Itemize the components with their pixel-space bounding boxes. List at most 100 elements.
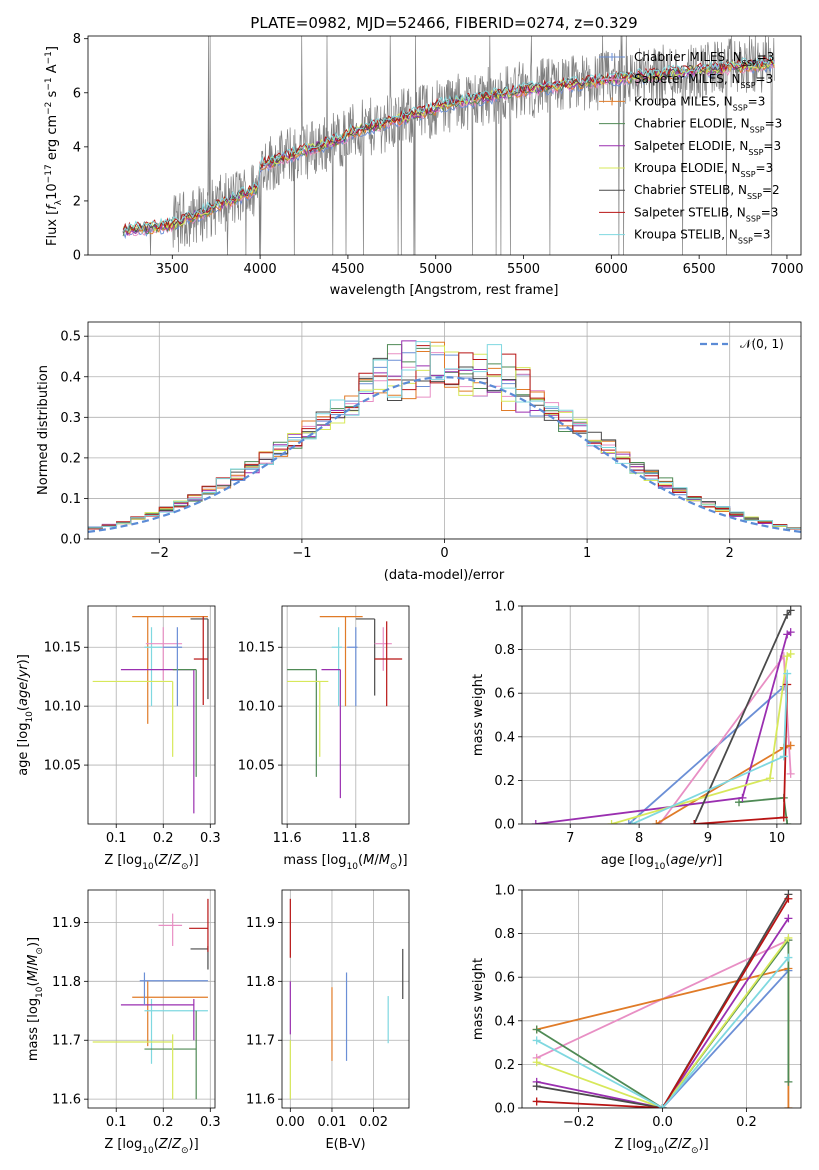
y-tick-label: 11.7	[52, 1034, 81, 1049]
y-axis-label: mass weight	[471, 958, 486, 1040]
weight-marker	[607, 820, 616, 824]
x-tick-label: 1	[583, 546, 591, 561]
axes-frame	[521, 605, 802, 825]
legend-label: Chabrier ELODIE, NSSP=3	[634, 117, 782, 135]
histogram-series	[88, 345, 801, 530]
weight-marker	[784, 914, 793, 923]
x-tick-label: 5000	[419, 262, 452, 277]
weight-marker	[784, 894, 793, 903]
weight-series	[611, 653, 792, 824]
plot-area	[282, 890, 409, 1108]
weight-marker	[690, 820, 699, 824]
x-tick-label: −0.2	[563, 1115, 595, 1130]
y-tick-label: 1.0	[494, 600, 515, 615]
weight-marker	[783, 820, 792, 824]
y-tick-label: 10.10	[44, 700, 81, 715]
weight-marker	[628, 820, 637, 824]
y-tick-label: 0.2	[494, 774, 515, 789]
x-tick-label: 7	[566, 831, 574, 846]
x-tick-label: 0.2	[153, 831, 174, 846]
x-tick-label: 0.02	[359, 1115, 388, 1130]
panel-mass_vs_Z: 0.1 0.2 0.3 11.6 11.7 11.8 11.9 Z [log10(Z/Z⊙)]…	[26, 889, 221, 1156]
y-tick-label: 10.15	[238, 641, 275, 656]
y-tick-label: 0.5	[60, 330, 81, 345]
x-tick-label: 0.2	[153, 1115, 174, 1130]
y-tick-label: 10.15	[44, 641, 81, 656]
panel-massweight_vs_age: 7 8 9 10 0.0 0.2 0.4 0.6 0.8 1.0 age [log10(age/yr…	[471, 600, 802, 872]
weight-series	[661, 970, 790, 1108]
weight-series	[536, 898, 790, 1108]
axes-frame	[87, 889, 216, 1109]
plot-area	[122, 36, 775, 255]
weight-marker	[624, 820, 633, 824]
axes-frame	[521, 889, 802, 1109]
plot-area	[282, 606, 409, 824]
weight-marker	[532, 1082, 541, 1091]
weight-marker	[784, 1104, 793, 1108]
weight-marker	[735, 798, 743, 807]
y-tick-label: 0.6	[494, 971, 515, 986]
x-tick-label: 0.01	[317, 1115, 346, 1130]
panel-massweight_vs_Z: −0.2 0.0 0.2 0.0 0.2 0.4 0.6 0.8 1.0 Z [log10(Z/Z…	[471, 884, 802, 1156]
weight-marker	[658, 1104, 667, 1108]
y-tick-label: 0.1	[60, 492, 81, 507]
axes-frame	[87, 605, 216, 825]
weight-marker	[766, 774, 774, 783]
legend-label: Kroupa MILES, NSSP=3	[634, 94, 765, 112]
legend-label: Salpeter STELIB, NSSP=3	[634, 205, 778, 223]
x-tick-label: 10	[769, 831, 786, 846]
plot-area	[88, 890, 215, 1108]
weight-series	[535, 631, 792, 824]
legend-label: Chabrier STELIB, NSSP=2	[634, 183, 780, 201]
y-tick-label: 0.0	[494, 818, 515, 833]
weight-marker	[532, 1058, 541, 1067]
legend-label: 𝒩(0, 1)	[740, 337, 784, 351]
y-tick-label: 0.2	[60, 451, 81, 466]
weight-marker	[531, 820, 540, 824]
figure-title: PLATE=0982, MJD=52466, FIBERID=0274, z=0…	[250, 14, 637, 32]
y-tick-label: 10.10	[238, 700, 275, 715]
x-tick-label: 6000	[595, 262, 628, 277]
x-tick-label: 0.0	[652, 1115, 673, 1130]
model-spectrum	[122, 59, 775, 235]
weight-marker	[784, 953, 793, 962]
x-tick-label: 2	[726, 546, 734, 561]
weight-marker	[532, 1097, 541, 1106]
model-spectrum	[122, 56, 775, 232]
y-tick-label: 8	[73, 32, 81, 47]
x-tick-label: −2	[150, 546, 169, 561]
weight-marker	[532, 1036, 541, 1045]
x-tick-label: 0.1	[106, 831, 127, 846]
weight-series	[628, 686, 785, 824]
weight-marker	[786, 606, 795, 615]
panel-age_vs_mass: 11.6 11.8 10.05 10.10 10.15 mass [log10(M/M⊙)…	[238, 605, 410, 872]
x-axis-label: Z [log10(Z/Z⊙)]	[104, 1137, 198, 1156]
legend-label: Salpeter ELODIE, NSSP=3	[634, 139, 781, 157]
x-tick-label: 4000	[244, 262, 277, 277]
y-tick-label: 0.0	[494, 1102, 515, 1117]
y-tick-label: 11.8	[246, 975, 275, 990]
x-tick-label: 3500	[156, 262, 189, 277]
y-tick-label: 11.9	[246, 916, 275, 931]
panel-age_vs_Z: 0.1 0.2 0.3 10.05 10.10 10.15 Z [log10(Z/Z⊙)] a…	[16, 605, 221, 872]
x-axis-label: mass [log10(M/M⊙)]	[283, 853, 407, 872]
y-tick-label: 11.8	[52, 975, 81, 990]
axes-frame	[281, 889, 410, 1109]
weight-series	[693, 609, 792, 824]
y-tick-label: 0.8	[494, 927, 515, 942]
x-axis-label: E(B-V)	[325, 1137, 365, 1152]
x-tick-label: 11.6	[273, 831, 302, 846]
weight-marker	[783, 669, 792, 678]
y-tick-label: 0	[73, 249, 81, 264]
plot-area	[522, 890, 801, 1108]
weight-marker	[532, 1025, 541, 1034]
x-tick-label: −1	[292, 546, 311, 561]
legend-label: Chabrier MILES, NSSP=3	[634, 50, 774, 68]
y-tick-label: 0.4	[494, 1014, 515, 1029]
y-tick-label: 2	[73, 194, 81, 209]
x-axis-label: (data-model)/error	[384, 568, 505, 583]
y-axis-label: age [log10(age/yr)]	[16, 654, 35, 776]
y-tick-label: 0.2	[494, 1058, 515, 1073]
weight-marker	[779, 752, 788, 761]
